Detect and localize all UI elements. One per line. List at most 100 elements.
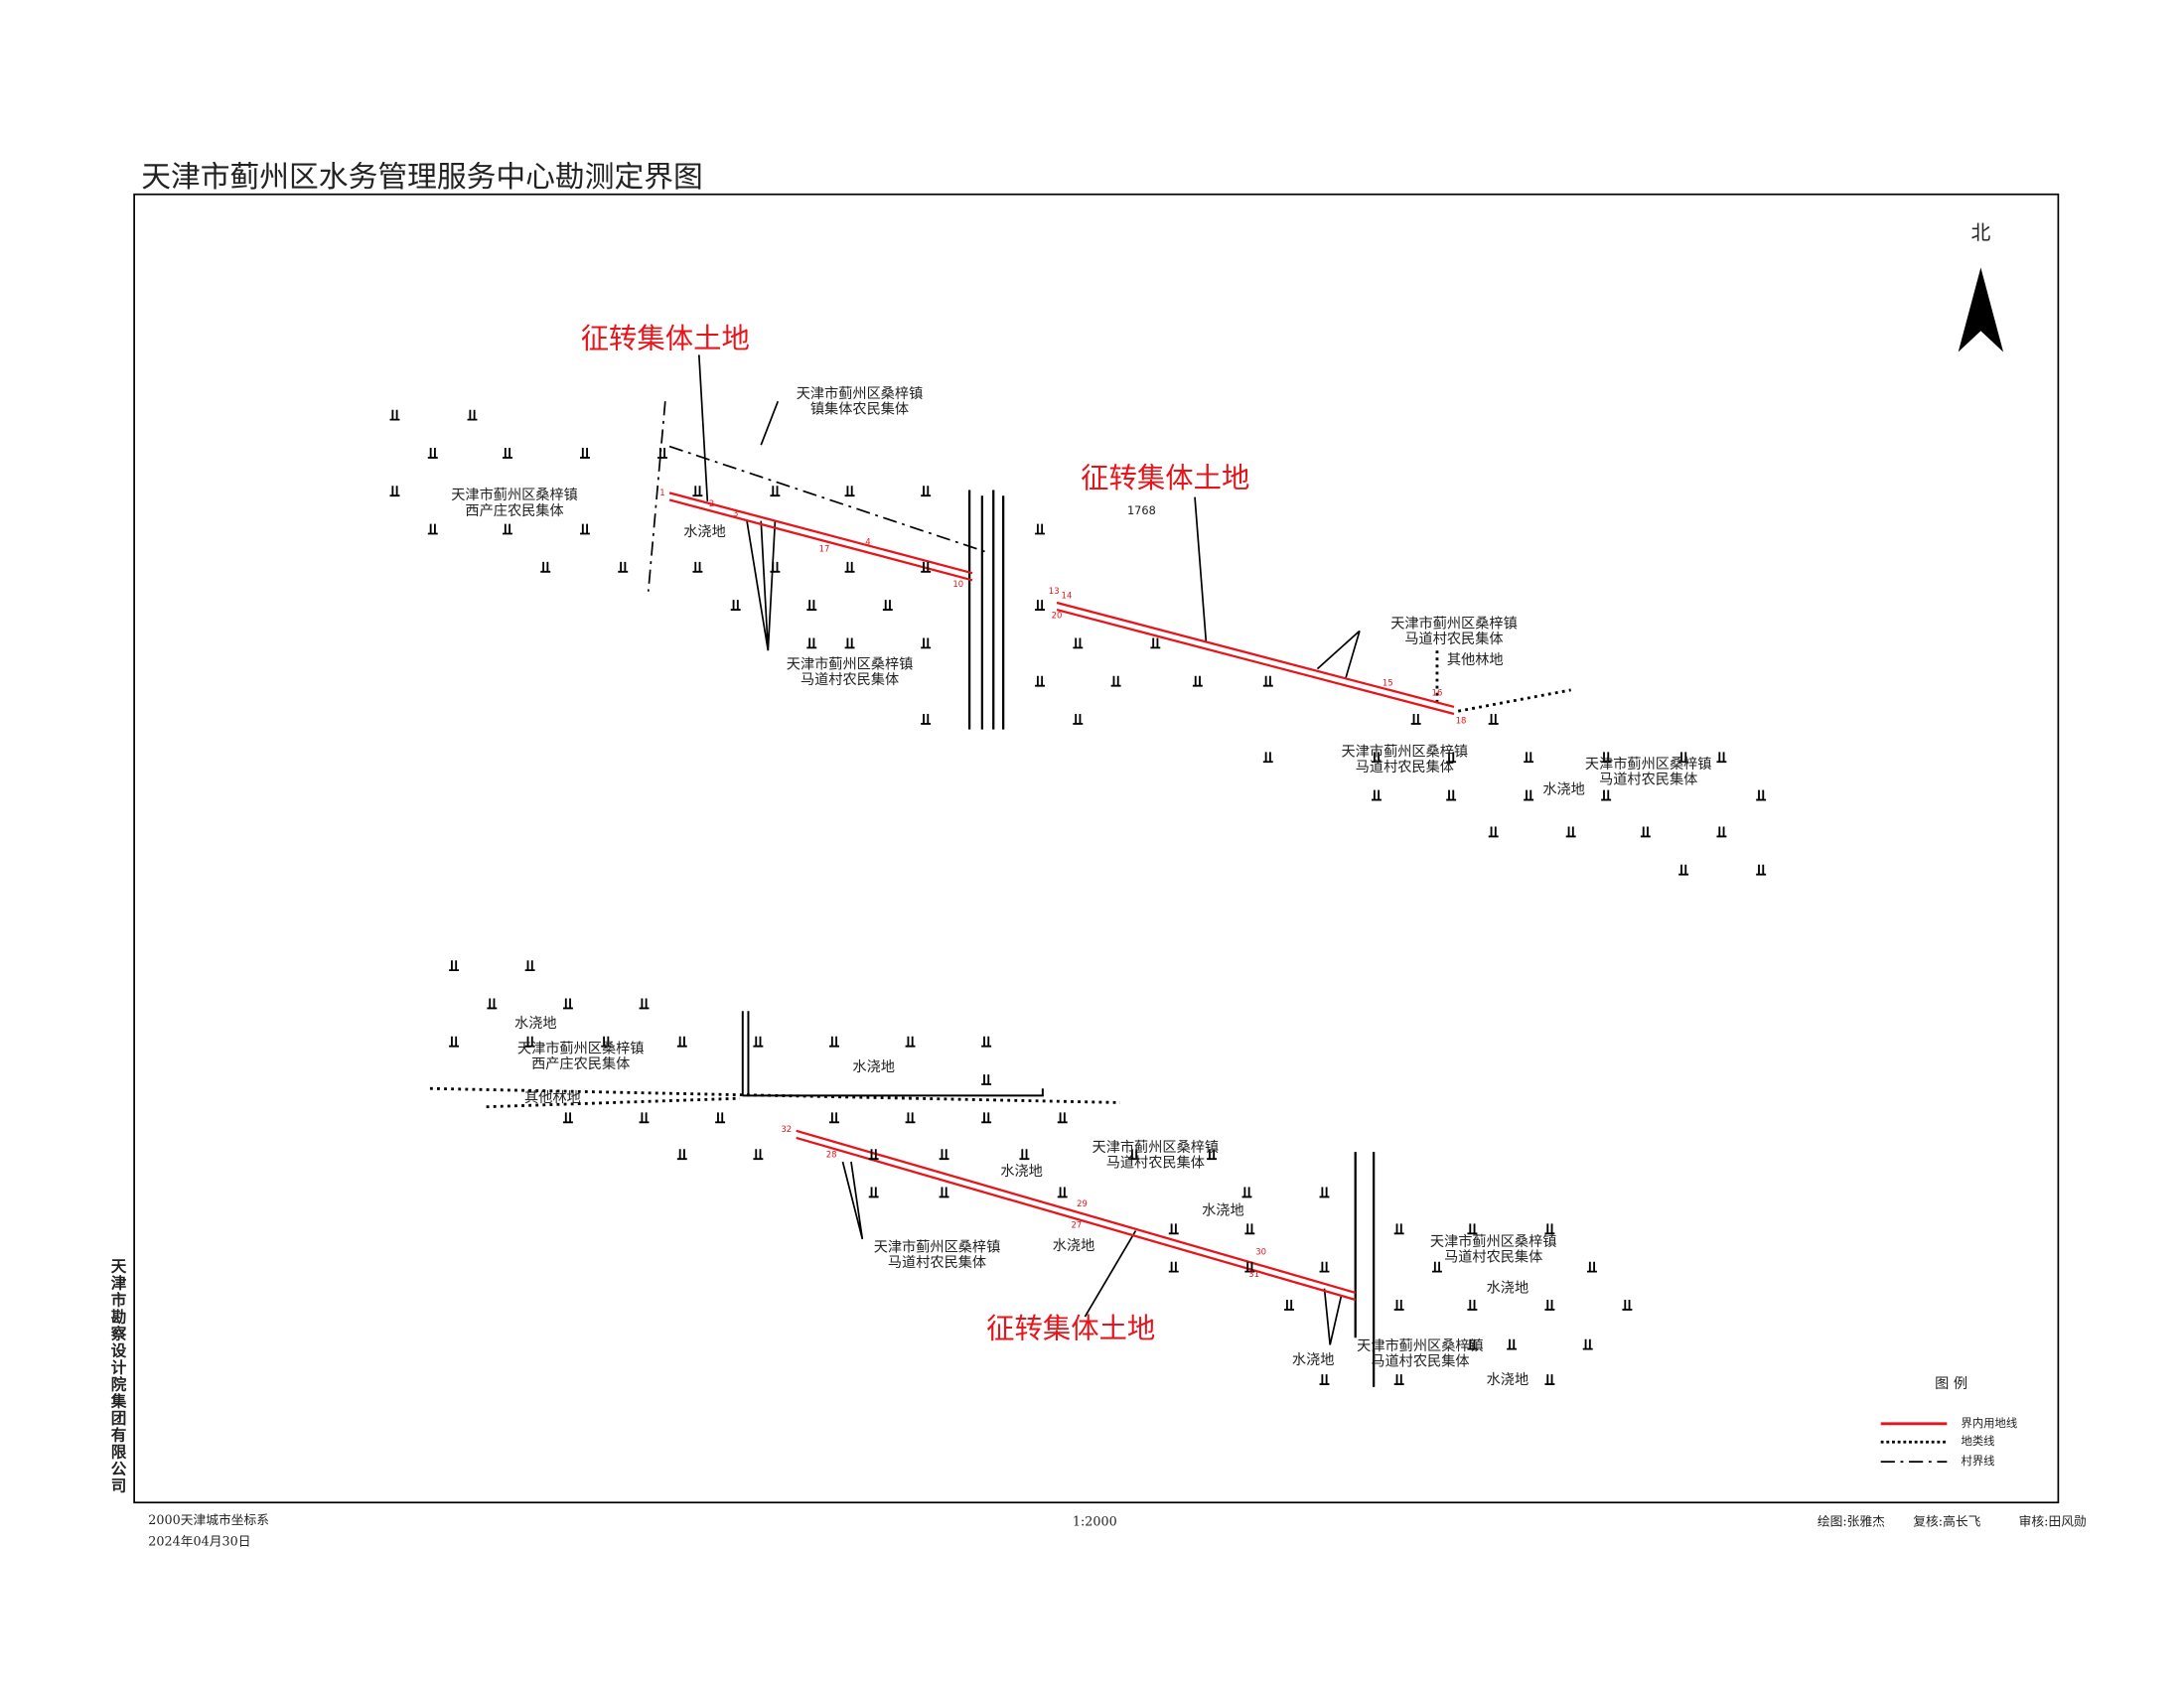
parcel-label: 天津市蓟州区桑梓镇	[1092, 1139, 1220, 1156]
tree-symbol	[1601, 752, 1612, 764]
company-glyph: 市	[111, 1290, 127, 1309]
tree-symbol	[1019, 1149, 1030, 1161]
parcel-label: 西产庄农民集体	[465, 502, 563, 519]
company-glyph: 天	[111, 1256, 127, 1275]
company-glyph: 有	[111, 1426, 127, 1445]
tree-symbol	[1446, 789, 1457, 801]
tree-symbol	[770, 561, 781, 573]
tree-symbol	[1035, 675, 1045, 687]
company-char: 察	[110, 1324, 127, 1342]
parcel-label: 马道村农民集体	[1599, 772, 1697, 788]
annotation: 征转集体土地	[581, 323, 750, 355]
point-number: 29	[1077, 1199, 1088, 1209]
tree-symbol	[524, 960, 535, 972]
tree-symbol	[844, 486, 855, 497]
company-glyph: 集	[110, 1392, 127, 1411]
point-number: 13	[1049, 587, 1060, 597]
annotation: 征转集体土地	[986, 1313, 1155, 1345]
company-glyph: 公	[111, 1460, 127, 1478]
tree-symbol	[1467, 1223, 1478, 1235]
tree-symbol	[829, 1112, 839, 1124]
tree-symbol	[1544, 1299, 1555, 1311]
point-number: 20	[1052, 611, 1063, 621]
tree-symbol	[1601, 789, 1612, 801]
tree-symbol	[1716, 826, 1727, 838]
tree-symbol	[770, 486, 781, 497]
tree-symbol	[1467, 1299, 1478, 1311]
map-frame	[133, 193, 2060, 1504]
tree-symbol	[1262, 752, 1273, 764]
point-number: 1	[659, 489, 664, 498]
tree-symbol	[1507, 1338, 1518, 1350]
tree-symbol	[1110, 675, 1121, 687]
tree-symbol	[1524, 752, 1534, 764]
legend-item: 村界线	[1962, 1454, 1995, 1468]
legend: 图 例 界内用地线 地类线 村界线	[1880, 1376, 2017, 1468]
legend-item: 地类线	[1962, 1434, 1995, 1448]
tree-symbol	[1284, 1299, 1295, 1311]
coordinate-system: 2000天津城市坐标系	[148, 1512, 269, 1528]
tree-symbol	[502, 447, 512, 459]
footer: 2000天津城市坐标系 2024年04月30日 1:2000 绘图:张雅杰 复核…	[148, 1512, 2086, 1549]
tree-symbol	[1073, 714, 1084, 725]
tree-symbol	[882, 600, 893, 612]
legend-title: 图 例	[1935, 1376, 1967, 1392]
tree-symbol	[1488, 826, 1499, 838]
point-number: 27	[1071, 1220, 1082, 1230]
tree-symbol	[1565, 826, 1576, 838]
tree-symbol	[1207, 1149, 1218, 1161]
tree-symbols	[389, 409, 1767, 1386]
tree-symbol	[753, 1036, 764, 1048]
parcel-label: 天津市蓟州区桑梓镇	[1342, 743, 1469, 760]
parcel-label: 天津市蓟州区桑梓镇	[797, 385, 924, 402]
parcel-label: 马道村农民集体	[1444, 1248, 1542, 1265]
tree-symbol	[939, 1187, 949, 1198]
tree-symbol	[1319, 1374, 1330, 1386]
company-char: 设	[111, 1340, 127, 1359]
tree-symbol	[1678, 864, 1689, 876]
point-number: 4	[865, 538, 870, 548]
parcel-label: 水浇地	[1542, 782, 1585, 798]
company-char: 集	[110, 1392, 127, 1411]
tree-symbol	[692, 486, 703, 497]
tree-symbol	[981, 1036, 992, 1048]
tree-symbol	[618, 561, 629, 573]
drawn-by: 绘图:张雅杰	[1818, 1515, 1885, 1530]
tree-symbol	[639, 1112, 650, 1124]
parcel-label: 水浇地	[852, 1059, 895, 1075]
tree-symbol	[1073, 637, 1084, 649]
tree-symbol	[427, 447, 438, 459]
tree-symbol	[1057, 1112, 1068, 1124]
parcel-label: 天津市蓟州区桑梓镇	[1357, 1337, 1484, 1354]
tree-symbol	[524, 1036, 535, 1048]
parcel-label: 水浇地	[683, 524, 726, 540]
tree-symbol	[562, 998, 573, 1010]
tree-symbol	[449, 960, 460, 972]
tree-symbol	[921, 486, 932, 497]
tree-symbol	[1488, 714, 1499, 725]
company-glyph: 设	[111, 1340, 127, 1359]
tree-symbol	[579, 523, 590, 535]
tree-symbol	[806, 600, 817, 612]
company-char: 市	[111, 1290, 127, 1309]
tree-symbol	[1192, 675, 1203, 687]
tree-symbol	[639, 998, 650, 1010]
parcel-label: 天津市蓟州区桑梓镇	[787, 655, 914, 672]
tree-symbol	[1319, 1187, 1330, 1198]
checked-by: 复核:高长飞	[1913, 1514, 1980, 1530]
tree-symbol	[676, 1036, 687, 1048]
parcel-label: 水浇地	[1053, 1238, 1095, 1254]
tree-symbol	[676, 1149, 687, 1161]
tree-symbol	[905, 1112, 916, 1124]
tree-symbol	[1756, 789, 1767, 801]
tree-symbol	[1372, 752, 1382, 764]
company-glyph: 津	[111, 1273, 127, 1292]
tree-symbol	[806, 637, 817, 649]
company-char: 天	[111, 1256, 127, 1275]
tree-symbol	[502, 523, 512, 535]
tree-symbol	[753, 1149, 764, 1161]
tree-symbol	[715, 1112, 726, 1124]
tree-symbol	[692, 561, 703, 573]
point-number: 18	[1456, 717, 1467, 727]
